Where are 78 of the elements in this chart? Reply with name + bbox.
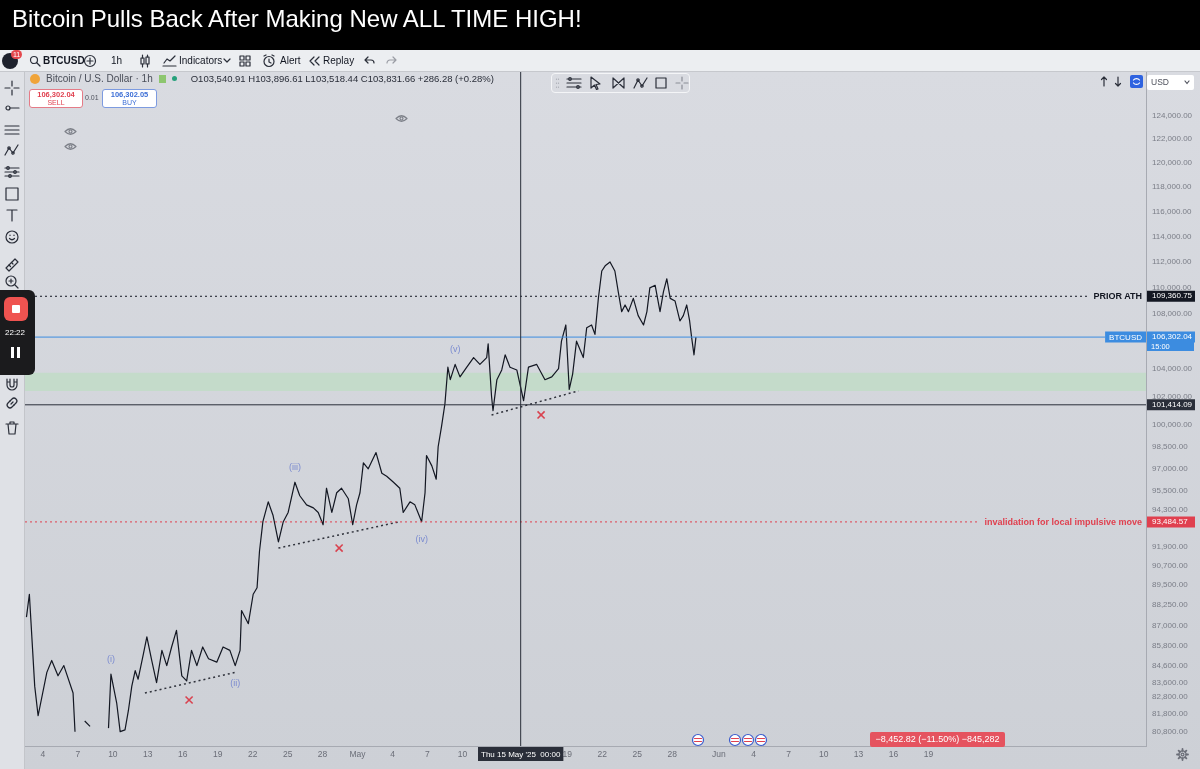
y-tick-label: 98,500.00 [1152,441,1189,451]
y-tick-label: 102,000.00 [1152,391,1193,401]
symbol-title: Bitcoin / U.S. Dollar · 1h [46,73,153,84]
x-tick-label: 7 [786,749,792,760]
x-tick-label: 10 [818,749,829,760]
y-tick-label: 83,600.00 [1152,677,1189,687]
x-tick-label: 25 [632,749,643,760]
y-tick-label: 114,000.00 [1152,231,1192,241]
y-tick-label: 101,414.09 [1152,400,1193,409]
y-tick-label: 95,500.00 [1152,486,1189,496]
y-tick-label: 110,000.00 [1152,283,1192,293]
ref-line-label: BTCUSD [1109,332,1143,342]
x-tick-label: 19 [213,749,223,760]
y-tick-label: 91,900.00 [1152,541,1189,551]
point [184,695,194,705]
y-tick-label: 120,000.00 [1152,157,1193,167]
x-tick-label: 4 [390,749,396,760]
ohlc-values: O103,540.91 H103,896.61 L103,518.44 C103,831.66 +286.28 (+0.28%) [190,73,494,84]
x-tick-label: 22 [247,749,258,760]
y-tick-label: 100,000.00 [1152,420,1193,430]
y-tick-label: 108,000.00 [1152,309,1193,319]
annotation: (iii) [288,461,301,472]
currency-select: USD [1147,75,1194,90]
y-tick-label: 81,800.00 [1152,709,1189,719]
x-tick-label: 16 [888,749,899,760]
x-tick-label: 22 [597,749,608,760]
x-tick-label: 28 [317,749,328,760]
point [536,410,546,420]
annotation: (iv) [415,534,428,545]
x-tick-label: 19 [923,749,934,760]
y-tick-label: 97,000.00 [1152,464,1189,474]
annotation: (ii) [230,678,241,689]
alert-label: Alert [280,55,301,67]
interval-label: 1h [111,55,123,67]
y-tick-label: 90,700.00 [1152,560,1189,570]
y-tick-label: 87,000.00 [1152,620,1189,630]
y-tick-label: 109,360.75 [1152,291,1193,301]
timer-label: 22:22 [5,328,26,338]
x-tick-label: 10 [457,749,468,760]
y-tick-label: 82,800.00 [1152,691,1189,701]
x-tick-label: 4 [751,749,757,760]
ref-line-label: Thu 15 May '25 00:00 [481,749,561,759]
point [334,543,344,553]
x-tick-label: 4 [40,749,46,760]
x-tick-label: 13 [143,749,153,760]
y-tick-label: 89,500.00 [1152,579,1189,589]
y-tick-label: 94,300.00 [1152,504,1189,514]
x-tick-label: 7 [425,749,431,760]
x-tick-label: 28 [667,749,678,760]
chart-title: Bitcoin Pulls Back After Making New ALL TIME HIGH! [12,4,582,34]
y-tick-label: 116,000.00 [1152,206,1192,216]
y-tick-label: 122,000.00 [1152,134,1193,144]
symbol-label: BTCUSD [43,55,85,67]
x-tick-label: Jun [711,749,726,760]
measure-label: −8,452.82 (−11.50%) −845,282 [870,732,1005,747]
y-tick-label: 85,800.00 [1152,640,1189,650]
y-tick-label: 118,000.00 [1152,182,1192,192]
replay-label: Replay [323,55,355,67]
y-tick-label: 106,302.04 [1152,332,1193,342]
x-tick-label: May [349,749,367,760]
y-tick-label: 112,000.00 [1152,257,1192,267]
x-tick-label: 7 [75,749,81,760]
x-tick-label: 19 [562,749,573,760]
x-tick-label: 25 [282,749,293,760]
y-tick-label: 104,000.00 [1152,363,1193,373]
x-tick-label: 13 [853,749,864,760]
y-tick-label: 88,250.00 [1152,600,1189,610]
y-tick-label: 80,800.00 [1152,726,1189,736]
x-tick-label: 16 [178,749,188,760]
x-tick-label: 10 [108,749,118,760]
y-tick-label: 84,600.00 [1152,660,1189,670]
y-tick-label: 93,484.57 [1152,517,1189,527]
annotation: (i) [106,653,115,664]
ref-line-label: invalidation for local impulsive move [984,516,1142,527]
y-tick-label: 124,000.00 [1152,110,1193,120]
annotation: (v) [449,343,461,354]
indicators-label: Indicators [179,55,223,67]
ref-line-label: PRIOR ATH [1093,291,1142,302]
